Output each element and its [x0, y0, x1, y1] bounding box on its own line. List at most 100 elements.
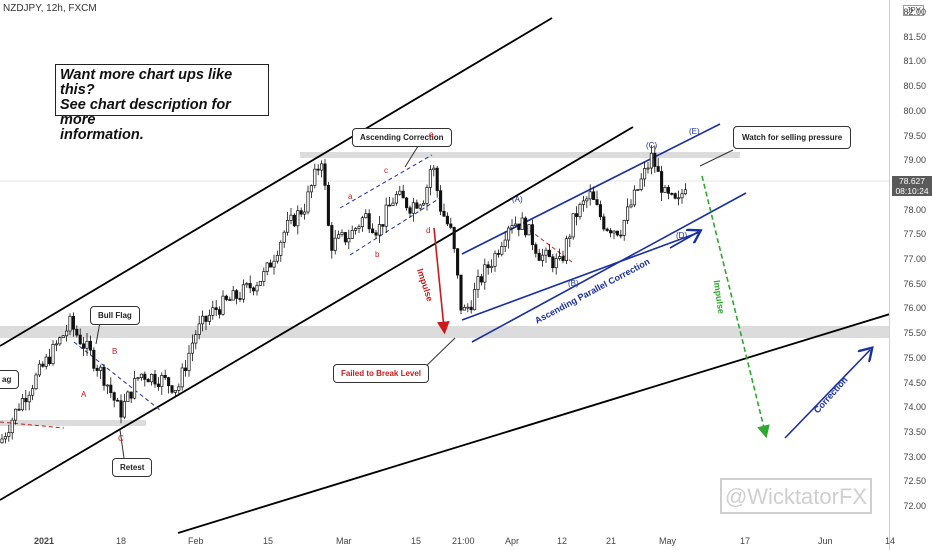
symbol-header: NZDJPY, 12h, FXCM — [3, 3, 97, 14]
candle-body — [445, 215, 449, 225]
time-tick: 18 — [116, 536, 127, 546]
candle-body — [173, 389, 177, 393]
candle-body — [333, 237, 337, 251]
flag-callout: ag — [0, 370, 20, 389]
price-axis[interactable]: JPY 82.00 81.50 81.00 80.50 80.00 79.50 79.00 7… — [889, 0, 932, 550]
candle-body — [320, 163, 324, 171]
asc-corr-dash-upper — [339, 154, 433, 209]
currency-badge[interactable]: JPY — [903, 5, 924, 16]
candle-body — [194, 334, 198, 344]
channel-lower-line — [0, 126, 634, 501]
candle-body — [554, 258, 558, 269]
candle-body — [646, 167, 650, 170]
candle-body — [303, 211, 307, 215]
candle-body — [313, 168, 317, 186]
flag-C-label: C — [118, 434, 124, 443]
candle-body — [133, 378, 137, 399]
candle-body — [75, 328, 79, 336]
candle-body — [660, 171, 664, 193]
candle-body — [541, 254, 545, 261]
candle-body — [428, 169, 432, 188]
wave-C-label: (C) — [646, 141, 658, 150]
time-tick: 14 — [885, 536, 896, 546]
candle-body — [78, 334, 82, 345]
candle-body — [677, 197, 681, 200]
note-line-2: See chart description for more — [60, 97, 231, 128]
candle-body — [27, 394, 31, 403]
time-tick: 12 — [557, 536, 568, 546]
price-tick: 79.00 — [903, 155, 926, 166]
watermark: @WicktatorFX — [720, 478, 872, 514]
time-tick: 15 — [411, 536, 422, 546]
candle-body — [7, 432, 11, 437]
candle-body — [449, 223, 453, 228]
price-tick: 74.50 — [903, 377, 926, 388]
candle-body — [116, 399, 120, 402]
candle-body — [228, 299, 232, 301]
candle-body — [422, 202, 426, 206]
candle-body — [371, 228, 375, 234]
candle-body — [585, 198, 589, 202]
small-e-label: e — [429, 130, 434, 139]
price-tick: 79.50 — [903, 130, 926, 141]
ascending-correction-callout: Ascending Correction — [352, 128, 452, 147]
candle-body — [524, 217, 528, 236]
candle-body — [41, 363, 45, 367]
candle-body — [394, 194, 398, 204]
candle-body — [265, 262, 269, 272]
candle-body — [180, 367, 184, 388]
price-chart[interactable] — [0, 0, 890, 550]
candle-body — [85, 340, 89, 349]
candle-body — [439, 190, 443, 212]
candle-body — [112, 392, 116, 401]
price-tick: 74.00 — [903, 402, 926, 413]
time-tick: Apr — [505, 536, 520, 546]
candle-body — [391, 202, 395, 206]
price-tick: 76.50 — [903, 278, 926, 289]
candle-body — [24, 398, 28, 403]
candle-body — [99, 366, 103, 371]
candle-body — [292, 214, 296, 227]
candle-body — [530, 224, 534, 246]
wave-D-label: (D) — [676, 231, 688, 240]
candle-body — [442, 210, 446, 217]
failed-break-callout: Failed to Break Level — [333, 364, 430, 383]
flag-A-label: A — [81, 390, 87, 399]
candle-body — [201, 315, 205, 325]
candle-body — [490, 265, 494, 269]
candle-body — [357, 226, 361, 229]
candle-body — [374, 232, 378, 236]
correction-arrow — [784, 350, 870, 439]
candle-body — [615, 230, 619, 236]
candle-body — [187, 352, 191, 372]
price-tick: 75.00 — [903, 352, 926, 363]
candle-body — [350, 230, 354, 239]
candle-body — [510, 225, 514, 229]
candle-body — [581, 200, 585, 205]
candle-body — [31, 388, 35, 396]
candle-body — [218, 309, 222, 315]
wave-E-label: (E) — [689, 127, 700, 136]
candle-body — [670, 193, 674, 195]
candle-body — [653, 152, 657, 167]
price-tick: 77.50 — [903, 229, 926, 240]
candle-body — [466, 306, 470, 309]
time-tick: 17 — [740, 536, 751, 546]
candle-body — [473, 289, 477, 311]
candle-body — [626, 206, 630, 221]
time-tick: May — [659, 536, 677, 546]
candle-body — [323, 163, 327, 186]
candle-body — [415, 202, 419, 209]
candle-body — [551, 256, 555, 269]
candle-body — [17, 408, 21, 411]
candle-body — [337, 234, 341, 239]
candle-body — [636, 189, 640, 191]
price-tick: 80.50 — [903, 81, 926, 92]
time-tick: 21 — [606, 536, 617, 546]
small-b-label: b — [375, 250, 380, 259]
candle-body — [405, 197, 409, 209]
candle-body — [459, 274, 463, 311]
candle-body — [425, 187, 429, 204]
candle-body — [398, 190, 402, 195]
candle-body — [248, 283, 252, 289]
